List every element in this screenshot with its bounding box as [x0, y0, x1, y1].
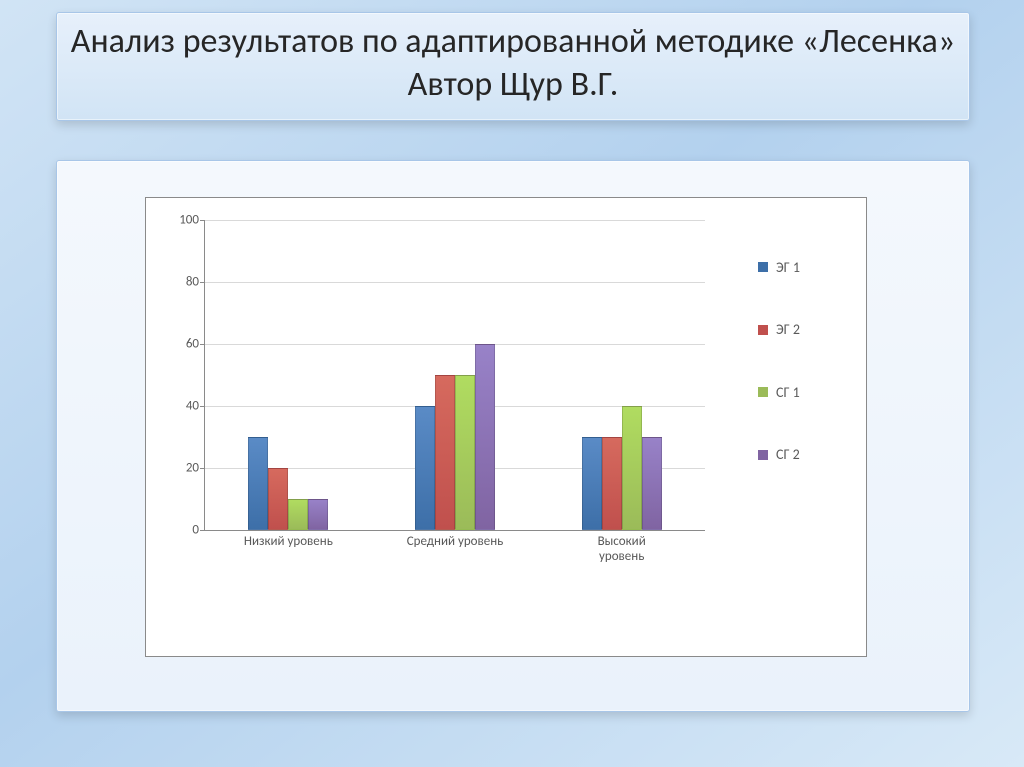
- bar: [308, 499, 328, 530]
- bar: [435, 375, 455, 530]
- y-tick: [200, 406, 205, 407]
- legend-label: СГ 2: [776, 446, 800, 463]
- bar: [415, 406, 435, 530]
- chart-panel: 0 20 40 60 80 100 Низкий уровень Средний уровен…: [56, 160, 970, 712]
- y-axis-label: 0: [159, 523, 199, 538]
- slide-title: Анализ результатов по адаптированной мет…: [57, 21, 969, 106]
- slide-root: Анализ результатов по адаптированной мет…: [0, 0, 1024, 767]
- bar: [582, 437, 602, 530]
- x-axis-label: Высокий уровень: [580, 534, 663, 564]
- bar: [622, 406, 642, 530]
- legend-item: СГ 2: [758, 446, 848, 463]
- y-axis-label: 100: [159, 213, 199, 228]
- bar: [248, 437, 268, 530]
- y-axis-label: 80: [159, 275, 199, 290]
- grid-line: [205, 344, 705, 345]
- y-tick: [200, 282, 205, 283]
- y-axis-label: 40: [159, 399, 199, 414]
- y-tick: [200, 220, 205, 221]
- y-axis-label: 20: [159, 461, 199, 476]
- slide-title-box: Анализ результатов по адаптированной мет…: [56, 12, 970, 121]
- bar: [455, 375, 475, 530]
- y-tick: [200, 344, 205, 345]
- bar: [268, 468, 288, 530]
- x-axis-label: Низкий уровень: [244, 534, 333, 549]
- legend-swatch: [758, 262, 768, 272]
- grid-line: [205, 282, 705, 283]
- legend-item: ЭГ 2: [758, 321, 848, 338]
- legend-label: СГ 1: [776, 384, 800, 401]
- legend-label: ЭГ 1: [776, 259, 800, 276]
- y-tick: [200, 530, 205, 531]
- bar: [475, 344, 495, 530]
- bar: [602, 437, 622, 530]
- chart-area: 0 20 40 60 80 100 Низкий уровень Средний уровен…: [145, 197, 867, 657]
- bar: [288, 499, 308, 530]
- y-axis-label: 60: [159, 337, 199, 352]
- legend-item: ЭГ 1: [758, 259, 848, 276]
- y-tick: [200, 468, 205, 469]
- plot-area: 020406080100Низкий уровеньСредний уровен…: [204, 220, 705, 531]
- legend: ЭГ 1 ЭГ 2 СГ 1 СГ 2: [758, 236, 848, 486]
- legend-item: СГ 1: [758, 384, 848, 401]
- legend-label: ЭГ 2: [776, 321, 800, 338]
- legend-swatch: [758, 450, 768, 460]
- grid-line: [205, 220, 705, 221]
- legend-swatch: [758, 387, 768, 397]
- legend-swatch: [758, 325, 768, 335]
- bar: [642, 437, 662, 530]
- x-axis-label: Средний уровень: [407, 534, 504, 549]
